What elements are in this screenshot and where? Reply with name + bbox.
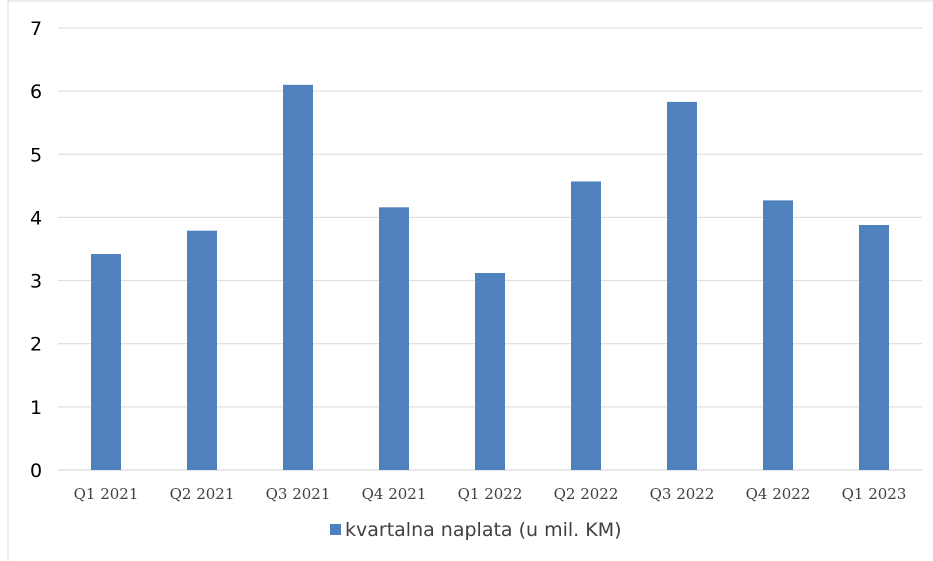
x-tick-label: Q4 2021 (362, 485, 427, 503)
bar-q1-2023 (859, 225, 889, 470)
x-tick-label: Q3 2021 (266, 485, 331, 503)
x-tick-label: Q1 2022 (458, 485, 523, 503)
bars (91, 84, 889, 471)
y-tick-label: 6 (30, 81, 42, 103)
y-tick-label: 4 (30, 207, 42, 229)
bar-q1-2022 (475, 272, 505, 470)
y-tick-label: 1 (30, 397, 42, 419)
y-axis-ticks: 0 1 2 3 4 5 6 7 (30, 18, 42, 482)
y-tick-label: 2 (30, 334, 42, 356)
bar-q3-2021 (283, 84, 313, 470)
y-tick-label: 0 (30, 460, 42, 482)
x-tick-label: Q1 2023 (842, 485, 907, 503)
x-tick-label: Q1 2021 (74, 485, 139, 503)
bar-q4-2022 (763, 200, 793, 470)
y-tick-label: 3 (30, 271, 42, 293)
legend-label: kvartalna naplata (u mil. KM) (345, 519, 622, 541)
bar-q3-2022 (667, 101, 697, 471)
legend-swatch (330, 524, 341, 535)
bar-q4-2021 (379, 207, 409, 470)
x-tick-label: Q2 2022 (554, 485, 619, 503)
bar-q2-2022 (571, 181, 601, 471)
y-tick-label: 7 (30, 18, 42, 40)
y-tick-label: 5 (30, 144, 42, 166)
x-tick-label: Q3 2022 (650, 485, 715, 503)
legend: kvartalna naplata (u mil. KM) (330, 519, 622, 541)
x-axis-ticks: Q1 2021 Q2 2021 Q3 2021 Q4 2021 Q1 2022 Q2 20… (74, 485, 907, 503)
x-tick-label: Q4 2022 (746, 485, 811, 503)
bar-q2-2021 (187, 230, 217, 470)
x-tick-label: Q2 2021 (170, 485, 235, 503)
bar-q1-2021 (91, 254, 121, 470)
